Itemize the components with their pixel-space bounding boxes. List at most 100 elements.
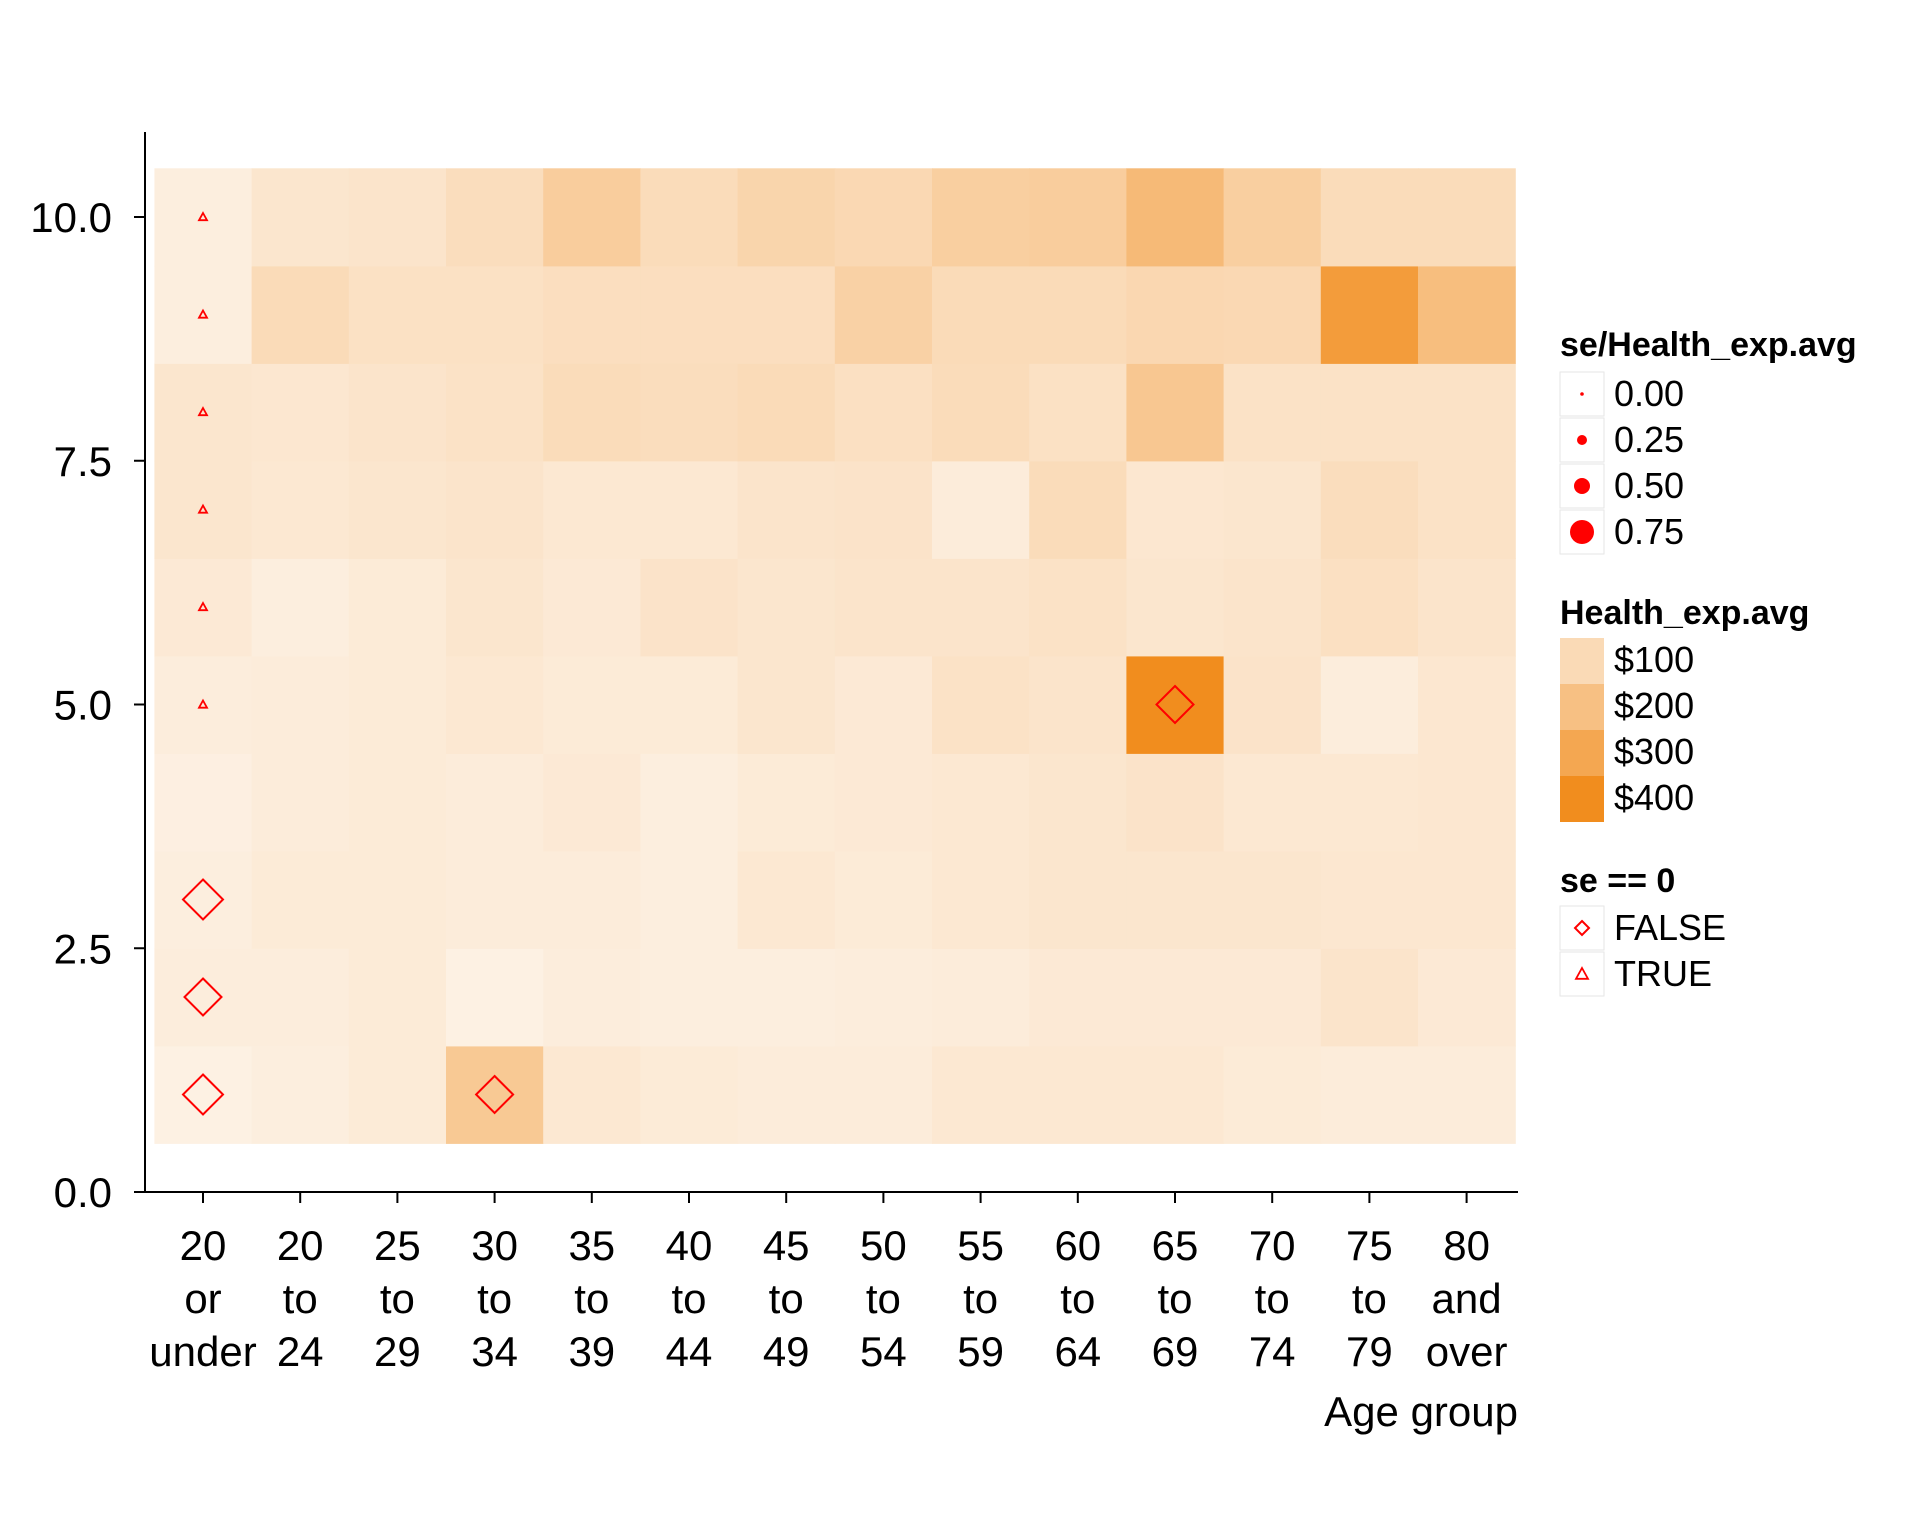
heatmap-cell [154,948,253,1047]
legend-size-dot [1570,520,1594,544]
legend-key [1559,905,1605,951]
heatmap-cell [737,753,836,852]
heatmap-cell [348,168,447,267]
heatmap-cell [1029,655,1127,754]
heatmap-cell [348,1045,447,1144]
legend-size-dot [1577,435,1587,445]
heatmap-cell [1418,558,1516,657]
heatmap-cell [1223,558,1322,657]
heatmap-cell [834,1045,933,1144]
heatmap-cell [154,850,253,949]
heatmap-cell [834,948,933,1047]
heatmap-cell [1418,850,1516,949]
heatmap-cell [1418,948,1516,1047]
heatmap-cell [543,460,641,559]
legend-fill-label: $200 [1614,685,1694,726]
legend-shape-items: FALSE TRUE [1559,905,1726,997]
x-tick-label: 20 or under [149,1222,256,1375]
heatmap-cell [1223,948,1322,1047]
heatmap-cell [737,168,836,267]
heatmap-cell [640,363,739,462]
heatmap-cell [1223,460,1322,559]
heatmap-cell [154,1045,253,1144]
legend-fill-swatch [1560,776,1604,822]
heatmap-cell [1126,753,1225,852]
heatmap-cell [1418,655,1516,754]
y-tick-label: 10.0 [30,194,112,241]
heatmap-cell [251,1045,350,1144]
legend-fill-label: $100 [1614,639,1694,680]
legend-fill-swatch [1560,730,1604,776]
y-tick-label: 5.0 [54,682,112,729]
heatmap-cell [154,363,253,462]
axes [144,132,1518,1193]
heatmap-cell [1126,1045,1225,1144]
legend-fill-swatch [1560,684,1604,730]
legend-fill-items: $100 $200 $300 $400 [1560,638,1694,822]
x-axis-title: Age group [1324,1388,1518,1435]
heatmap-cell [640,753,739,852]
x-tick-label: 45 to 49 [763,1222,810,1375]
heatmap-cell [348,753,447,852]
y-axis-ticks: 0.0 2.5 5.0 7.5 10.0 [30,194,145,1216]
x-tick-label: 75 to 79 [1346,1222,1393,1375]
heatmap-cell [1418,460,1516,559]
heatmap-cell [1029,753,1127,852]
heatmap-cell [1320,168,1419,267]
heatmap-cell [1029,168,1127,267]
diamond-marker [183,977,223,1017]
heatmap-cell [640,558,739,657]
legend-fill-label: $300 [1614,731,1694,772]
heatmap-cell [1223,1045,1322,1144]
heatmap-cell [834,363,933,462]
heatmap-cell [348,850,447,949]
heatmap-cell [1029,948,1127,1047]
heatmap-cell [834,460,933,559]
heatmap-cell [640,655,739,754]
heatmap-cell [1223,168,1322,267]
heatmap-cell [1223,753,1322,852]
legend-fill-title: Health_exp.avg [1560,594,1809,632]
x-tick-label: 30 to 34 [471,1222,518,1375]
legend-key [1559,951,1605,997]
heatmap-cell [1223,655,1322,754]
heatmap-cell [932,363,1030,462]
diamond-marker [1155,684,1195,725]
heatmap-cell [1320,363,1419,462]
heatmap-cell [932,558,1030,657]
heatmap-cell [1418,265,1516,364]
legend-size-label: 0.75 [1614,511,1684,552]
heatmap-cell [1418,168,1516,267]
legend-shape-label: FALSE [1614,907,1726,948]
heatmap-cell [640,265,739,364]
x-tick-label: 70 to 74 [1249,1222,1296,1375]
heatmap-cell [543,363,641,462]
heatmap-cell [251,460,350,559]
heatmap-cell [834,168,933,267]
triangle-marker [197,698,209,709]
heatmap-cell [251,265,350,364]
heatmap-cell [640,850,739,949]
heatmap-cell [1029,1045,1127,1144]
heatmap-cell [737,460,836,559]
heatmap-cell [446,558,544,657]
heatmap-cell [446,265,544,364]
legend-size-title: se/Health_exp.avg [1560,326,1857,364]
heatmap-cell [154,655,253,754]
legend-shape-title: se == 0 [1560,862,1675,900]
heatmap-cell [1126,168,1225,267]
y-tick-label: 7.5 [54,438,112,485]
diamond-marker [474,1074,515,1115]
diamond-marker [181,1073,225,1116]
heatmap-cell [1320,265,1419,364]
heatmap-cell [1320,655,1419,754]
x-tick-label: 80 and over [1426,1222,1508,1375]
heatmap-cell [251,948,350,1047]
x-tick-label: 20 to 24 [277,1222,324,1375]
heatmap-cell [640,1045,739,1144]
heatmap-cell [640,948,739,1047]
legend-fill-swatch [1560,638,1604,684]
heatmap-cell [1320,948,1419,1047]
heatmap-cell [543,168,641,267]
